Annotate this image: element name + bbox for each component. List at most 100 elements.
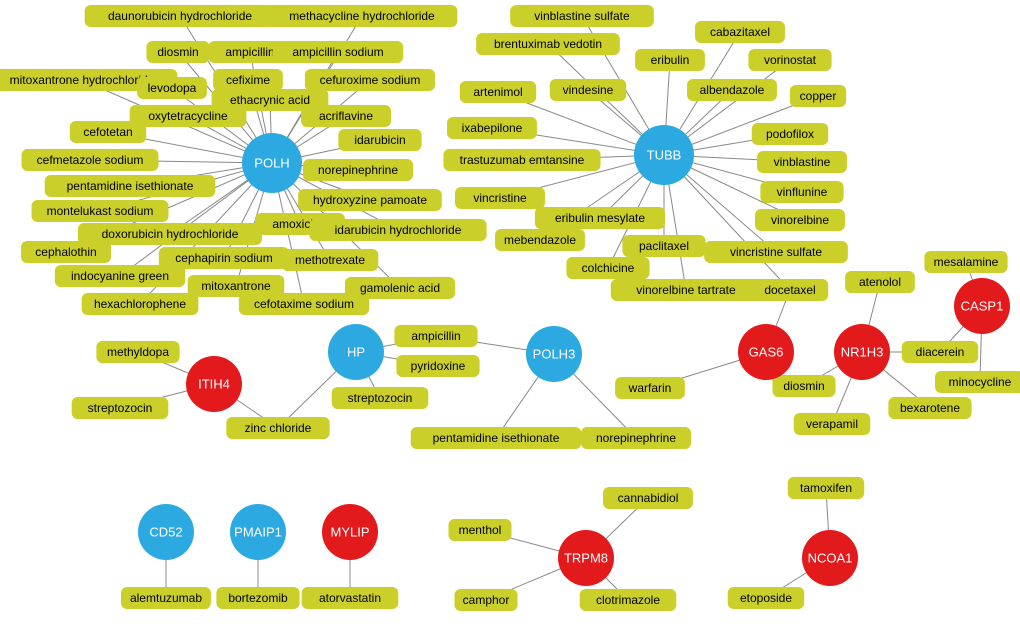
drug-node: artenimol [460, 81, 536, 103]
drug-node: vinflunine [760, 181, 843, 203]
drug-node: warfarin [615, 377, 685, 399]
drug-node: vinblastine sulfate [510, 5, 654, 27]
drug-node: mesalamine [924, 251, 1007, 273]
drug-node: vinblastine [757, 151, 847, 173]
drug-rect [447, 117, 537, 139]
hub-circle [834, 324, 890, 380]
drug-rect [611, 279, 761, 301]
drug-node: idarubicin [338, 129, 421, 151]
hub-node-casp1: CASP1 [954, 278, 1010, 334]
drug-rect [935, 371, 1020, 393]
drug-node: vincristine [455, 187, 545, 209]
drug-node: docetaxel [752, 279, 828, 301]
hub-circle [526, 326, 582, 382]
drug-node: minocycline [935, 371, 1020, 393]
drug-node: etoposide [728, 587, 804, 609]
drug-node: methotrexate [282, 249, 379, 271]
drug-node: bortezomib [216, 587, 299, 609]
drug-rect [32, 200, 169, 222]
drug-node: diacerein [902, 341, 978, 363]
drug-node: vinorelbine [755, 209, 845, 231]
drug-rect [794, 413, 870, 435]
drug-rect [282, 249, 379, 271]
drug-rect [96, 341, 179, 363]
hub-circle [802, 530, 858, 586]
drug-node: tamoxifen [788, 477, 864, 499]
drug-rect [581, 427, 691, 449]
drug-rect [902, 341, 978, 363]
drug-node: streptozocin [332, 387, 429, 409]
drug-node: norepinephrine [581, 427, 691, 449]
drug-node: podofilox [752, 123, 828, 145]
drug-rect [454, 589, 517, 611]
drug-rect [772, 375, 835, 397]
drug-rect [495, 229, 585, 251]
drug-rect [21, 241, 111, 263]
hub-circle [954, 278, 1010, 334]
drug-node: eribulin mesylate [535, 207, 665, 229]
drug-rect [411, 427, 582, 449]
hub-node-itih4: ITIH4 [186, 356, 242, 412]
drug-rect [55, 265, 185, 287]
hub-node-pmaip1: PMAIP1 [230, 504, 286, 560]
drug-node: acriflavine [301, 105, 391, 127]
drug-rect [755, 209, 845, 231]
hub-node-nr1h3: NR1H3 [834, 324, 890, 380]
drug-rect [622, 235, 705, 257]
drug-rect [213, 69, 283, 91]
drug-node: trastuzumab emtansine [443, 149, 600, 171]
hub-node-polh: POLH [242, 133, 302, 193]
drug-rect [888, 397, 971, 419]
drug-rect [338, 129, 421, 151]
drug-node: ampicillin [394, 325, 477, 347]
drug-rect [566, 257, 649, 279]
drug-rect [443, 149, 600, 171]
drug-rect [635, 49, 705, 71]
drug-rect [790, 85, 846, 107]
drug-rect [332, 387, 429, 409]
drug-rect [845, 271, 915, 293]
hub-circle [558, 530, 614, 586]
drug-rect [748, 49, 831, 71]
drug-node: colchicine [566, 257, 649, 279]
drug-rect [85, 5, 276, 27]
drug-rect [580, 589, 677, 611]
drug-node: pyridoxine [396, 355, 479, 377]
drug-node: vindesine [550, 79, 626, 101]
hub-node-tubb: TUBB [634, 125, 694, 185]
drug-rect [303, 159, 413, 181]
drug-node: verapamil [794, 413, 870, 435]
drug-rect [345, 277, 455, 299]
hub-circle [186, 356, 242, 412]
drug-node: cannabidiol [603, 487, 693, 509]
drug-node: alemtuzumab [121, 587, 211, 609]
drug-node: cefotetan [70, 121, 146, 143]
hub-circle [138, 504, 194, 560]
drug-node: pentamidine isethionate [45, 175, 216, 197]
drug-rect [396, 355, 479, 377]
drug-target-network: daunorubicin hydrochloridemethacycline h… [0, 0, 1020, 637]
drug-node: pentamidine isethionate [411, 427, 582, 449]
drug-rect [309, 219, 486, 241]
drug-rect [788, 477, 864, 499]
drug-rect [455, 187, 545, 209]
drug-rect [460, 81, 536, 103]
drug-node: vinorelbine tartrate [611, 279, 761, 301]
drug-rect [603, 487, 693, 509]
drug-node: brentuximab vedotin [476, 33, 620, 55]
drug-node: streptozocin [72, 397, 169, 419]
drug-rect [760, 181, 843, 203]
drug-node: norepinephrine [303, 159, 413, 181]
drug-node: ampicillin sodium [273, 41, 403, 63]
drug-node: cefmetazole sodium [22, 149, 159, 171]
drug-node: albendazole [687, 79, 777, 101]
drug-node: indocyanine green [55, 265, 185, 287]
drug-node: vorinostat [748, 49, 831, 71]
drug-node: copper [790, 85, 846, 107]
hub-node-ncoa1: NCOA1 [802, 530, 858, 586]
drug-rect [121, 587, 211, 609]
hub-circle [328, 324, 384, 380]
drug-node: vincristine sulfate [704, 241, 848, 263]
drug-rect [924, 251, 1007, 273]
drug-node: daunorubicin hydrochloride [85, 5, 276, 27]
